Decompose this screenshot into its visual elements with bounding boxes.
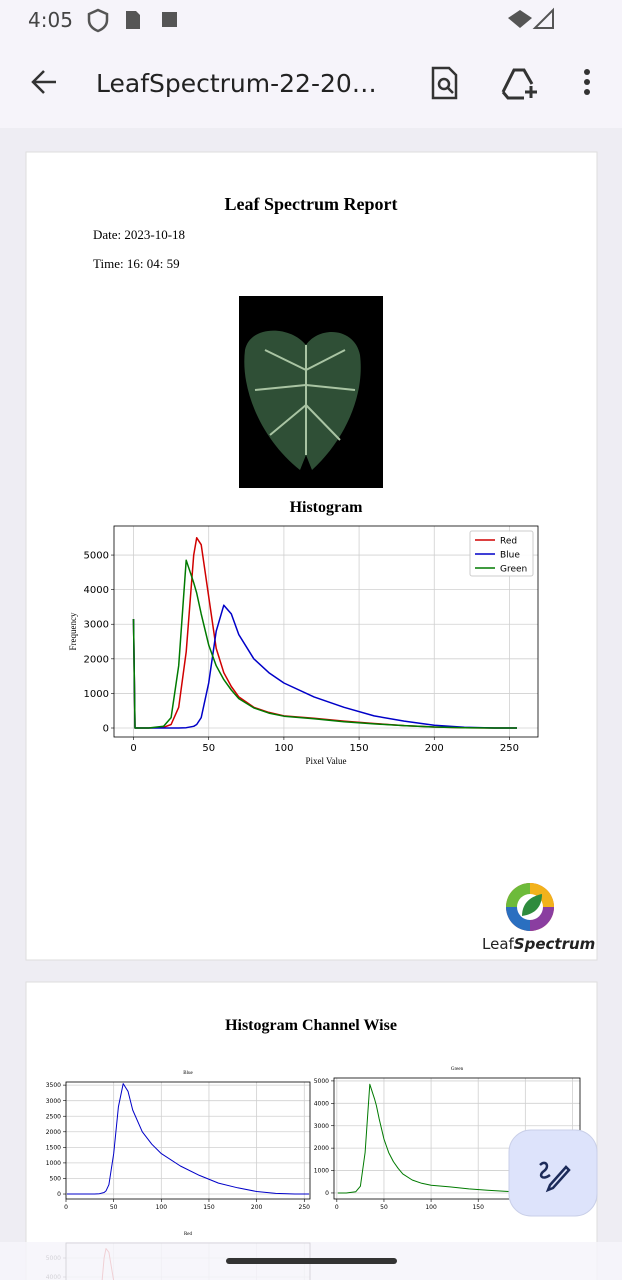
x-tick-label: 50: [110, 1204, 118, 1211]
x-axis-label: Pixel Value: [305, 756, 346, 766]
x-tick-label: 100: [156, 1204, 168, 1211]
legend-label: Green: [500, 565, 527, 575]
y-tick-label: 0: [103, 724, 109, 735]
x-tick-label: 150: [350, 743, 369, 754]
logo-wheel: [506, 883, 554, 931]
x-tick-label: 0: [130, 743, 136, 754]
y-tick-label: 4000: [84, 585, 109, 596]
y-tick-label: 1000: [46, 1160, 61, 1167]
chart-title: Red: [184, 1232, 193, 1237]
y-tick-label: 0: [325, 1190, 329, 1197]
series-line: [337, 1083, 578, 1194]
annotate-button[interactable]: [508, 1129, 598, 1217]
search-in-document-button[interactable]: [431, 66, 458, 100]
y-tick-label: 2000: [314, 1145, 329, 1152]
y-axis-label: Frequency: [68, 612, 78, 650]
plot-frame: [113, 525, 539, 738]
a-icon: [162, 12, 177, 27]
logo-text: LeafSpectrum: [482, 935, 595, 953]
y-tick-label: 2000: [46, 1129, 61, 1136]
more-options-button[interactable]: [584, 69, 590, 95]
report-date: Date: 2023-10-18: [93, 227, 185, 242]
x-tick-label: 200: [251, 1204, 263, 1211]
x-tick-label: 150: [203, 1204, 215, 1211]
x-tick-label: 150: [472, 1204, 484, 1211]
x-tick-label: 0: [335, 1204, 339, 1211]
legend-label: Red: [500, 537, 517, 547]
report-title: Leaf Spectrum Report: [225, 194, 398, 214]
y-tick-label: 4000: [314, 1100, 329, 1107]
line-chart: Histogram 0 50 100 150 200 250 0 1000 2000 3000 400…: [68, 499, 539, 766]
gesture-handle[interactable]: [226, 1258, 397, 1264]
leaf-image: [239, 296, 383, 488]
chart-title: Blue: [183, 1071, 193, 1076]
legend-label: Blue: [500, 551, 520, 561]
x-tick-label: 100: [425, 1204, 437, 1211]
signal-icon: [532, 7, 554, 29]
y-tick-label: 5000: [84, 551, 109, 562]
x-tick-label: 50: [380, 1204, 388, 1211]
x-tick-label: 0: [64, 1204, 68, 1211]
legend-box: [469, 530, 534, 577]
series-line: [67, 1083, 309, 1195]
logo-spectrum: Spectrum: [514, 935, 595, 953]
y-tick-label: 3500: [46, 1082, 61, 1089]
series-line: [132, 604, 517, 729]
series-line: [132, 559, 517, 729]
back-button[interactable]: [31, 70, 56, 94]
y-tick-label: 0: [57, 1191, 61, 1198]
y-tick-label: 1500: [46, 1144, 61, 1151]
y-tick-label: 1000: [314, 1168, 329, 1175]
status-time: 4:05: [28, 8, 73, 32]
sd-icon: [126, 11, 140, 29]
y-tick-label: 5000: [314, 1078, 329, 1085]
wifi-icon: [508, 10, 532, 28]
x-tick-label: 200: [425, 743, 444, 754]
chart-title: Green: [451, 1067, 464, 1072]
logo-leaf: Leaf: [482, 935, 515, 953]
plot-frame: [65, 1081, 311, 1200]
chart-title: Histogram: [290, 499, 364, 516]
y-tick-label: 3000: [314, 1123, 329, 1130]
document-title: LeafSpectrum-22-20…: [96, 69, 377, 98]
x-tick-label: 50: [202, 743, 215, 754]
x-tick-label: 250: [299, 1204, 311, 1211]
pdf-page-2: [25, 981, 598, 1280]
report-time: Time: 16: 04: 59: [93, 256, 180, 271]
y-tick-label: 3000: [84, 620, 109, 631]
save-to-drive-button[interactable]: [501, 68, 537, 100]
y-tick-label: 2000: [84, 654, 109, 665]
y-tick-label: 1000: [84, 689, 109, 700]
y-tick-label: 2500: [46, 1113, 61, 1120]
y-tick-label: 500: [50, 1176, 62, 1183]
x-tick-label: 250: [500, 743, 519, 754]
y-tick-label: 3000: [46, 1098, 61, 1105]
page2-title: Histogram Channel Wise: [225, 1017, 397, 1034]
shield-icon: [87, 8, 109, 33]
x-tick-label: 100: [274, 743, 293, 754]
